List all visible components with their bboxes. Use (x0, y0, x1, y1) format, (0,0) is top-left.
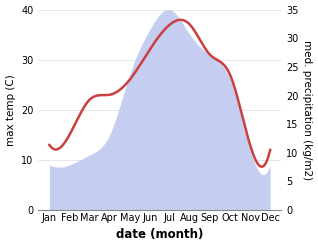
Y-axis label: max temp (C): max temp (C) (5, 74, 16, 146)
X-axis label: date (month): date (month) (116, 228, 204, 242)
Y-axis label: med. precipitation (kg/m2): med. precipitation (kg/m2) (302, 40, 313, 180)
